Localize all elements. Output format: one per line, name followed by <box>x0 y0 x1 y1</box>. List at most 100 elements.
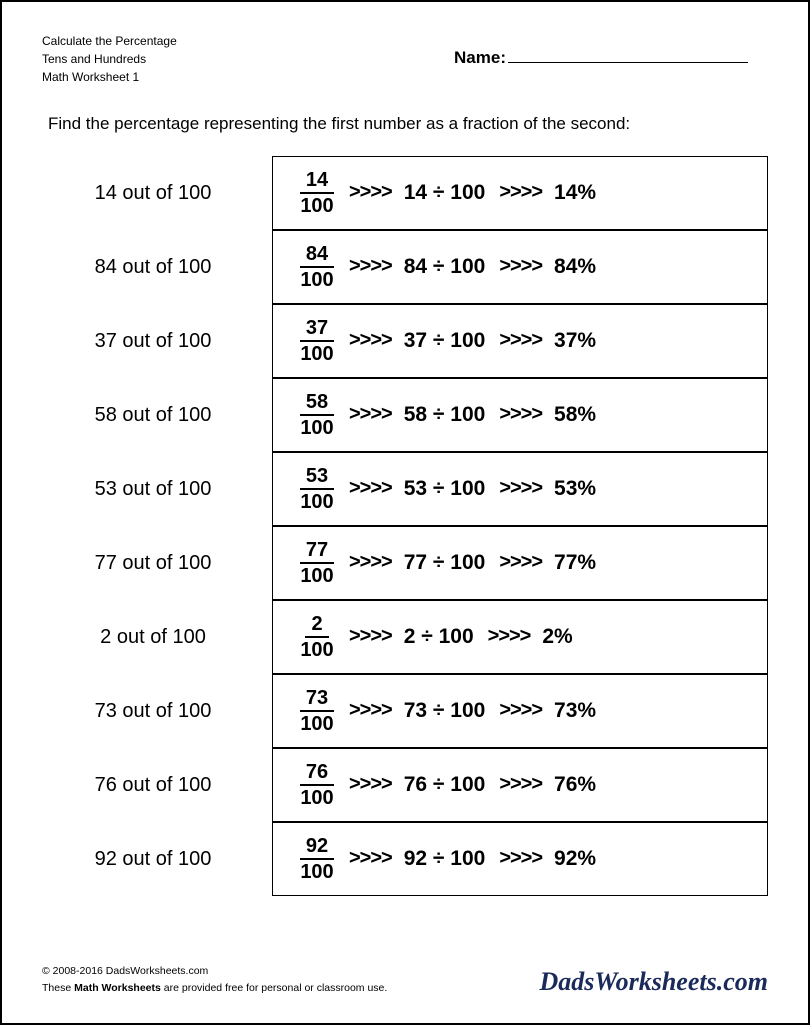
problem-statement: 53 out of 100 <box>42 478 272 501</box>
arrows-icon: >>>> <box>349 181 392 204</box>
problem-row: 58 out of 10058100>>>>58 ÷ 100>>>>58% <box>42 378 768 452</box>
problems-list: 14 out of 10014100>>>>14 ÷ 100>>>>14%84 … <box>42 156 768 896</box>
problem-work: 77100>>>>77 ÷ 100>>>>77% <box>272 526 768 600</box>
fraction: 92100 <box>295 835 339 883</box>
title-line-3: Math Worksheet 1 <box>42 68 177 86</box>
division-expression: 92 ÷ 100 <box>404 847 486 871</box>
fraction: 37100 <box>295 317 339 365</box>
fraction: 14100 <box>295 169 339 217</box>
arrows-icon: >>>> <box>499 255 542 278</box>
division-expression: 2 ÷ 100 <box>404 625 474 649</box>
problem-statement: 58 out of 100 <box>42 404 272 427</box>
arrows-icon: >>>> <box>499 329 542 352</box>
fraction-denominator: 100 <box>296 638 337 661</box>
arrows-icon: >>>> <box>499 477 542 500</box>
arrows-icon: >>>> <box>499 181 542 204</box>
problem-statement: 14 out of 100 <box>42 182 272 205</box>
problem-row: 84 out of 100 84100 >>>> 84 ÷ 100 >>>> 84% <box>42 230 768 304</box>
problem-work: 37100 >>>> 37 ÷ 100 >>>> 37% <box>272 304 768 378</box>
problem-work: 73100>>>>73 ÷ 100>>>>73% <box>272 674 768 748</box>
name-input-line[interactable] <box>508 46 748 63</box>
percent-result: 37% <box>554 329 596 353</box>
problem-statement: 84 out of 100 <box>42 256 272 279</box>
fraction-numerator: 58 <box>300 391 334 416</box>
problem-work: 76100 >>>> 76 ÷ 100 >>>> 76% <box>272 748 768 822</box>
arrows-icon: >>>> <box>499 773 542 796</box>
percent-result: 14% <box>554 181 596 205</box>
division-expression: 73 ÷ 100 <box>404 699 486 723</box>
problem-row: 92 out of 10092100>>>>92 ÷ 100>>>>92% <box>42 822 768 896</box>
problem-statement: 77 out of 100 <box>42 552 272 575</box>
arrows-icon: >>>> <box>349 773 392 796</box>
usage-line: These Math Worksheets are provided free … <box>42 980 387 997</box>
problem-statement: 73 out of 100 <box>42 700 272 723</box>
percent-result: 2% <box>542 625 572 649</box>
footer: © 2008-2016 DadsWorksheets.com These Mat… <box>42 963 768 997</box>
arrows-icon: >>>> <box>488 625 531 648</box>
arrows-icon: >>>> <box>349 477 392 500</box>
fraction-numerator: 53 <box>300 465 334 490</box>
division-expression: 77 ÷ 100 <box>404 551 486 575</box>
arrows-icon: >>>> <box>499 403 542 426</box>
division-expression: 84 ÷ 100 <box>404 255 486 279</box>
arrows-icon: >>>> <box>349 329 392 352</box>
arrows-icon: >>>> <box>499 699 542 722</box>
arrows-icon: >>>> <box>349 847 392 870</box>
problem-row: 77 out of 10077100>>>>77 ÷ 100>>>>77% <box>42 526 768 600</box>
problem-work: 84100 >>>> 84 ÷ 100 >>>> 84% <box>272 230 768 304</box>
problem-row: 73 out of 10073100>>>>73 ÷ 100>>>>73% <box>42 674 768 748</box>
fraction-numerator: 92 <box>300 835 334 860</box>
fraction-numerator: 84 <box>300 243 334 268</box>
fraction-numerator: 77 <box>300 539 334 564</box>
problem-row: 53 out of 10053100>>>>53 ÷ 100>>>>53% <box>42 452 768 526</box>
fraction-numerator: 14 <box>300 169 334 194</box>
problem-row: 37 out of 100 37100 >>>> 37 ÷ 100 >>>> 37% <box>42 304 768 378</box>
title-line-1: Calculate the Percentage <box>42 32 177 50</box>
fraction: 76100 <box>295 761 339 809</box>
problem-row: 14 out of 100 14100 >>>> 14 ÷ 100 >>>> 14% <box>42 156 768 230</box>
fraction-numerator: 2 <box>305 613 328 638</box>
footer-text: © 2008-2016 DadsWorksheets.com These Mat… <box>42 963 387 997</box>
name-field: Name: <box>454 46 748 68</box>
division-expression: 76 ÷ 100 <box>404 773 486 797</box>
fraction-denominator: 100 <box>296 490 337 513</box>
fraction-numerator: 76 <box>300 761 334 786</box>
percent-result: 76% <box>554 773 596 797</box>
worksheet-page: Calculate the Percentage Tens and Hundre… <box>2 2 808 1023</box>
logo: DadsWorksheets.com <box>540 967 768 997</box>
fraction-denominator: 100 <box>296 564 337 587</box>
arrows-icon: >>>> <box>349 699 392 722</box>
percent-result: 84% <box>554 255 596 279</box>
fraction: 73100 <box>295 687 339 735</box>
name-label: Name: <box>454 48 506 68</box>
problem-row: 76 out of 100 76100 >>>> 76 ÷ 100 >>>> 76% <box>42 748 768 822</box>
fraction: 53100 <box>295 465 339 513</box>
problem-statement: 2 out of 100 <box>42 626 272 649</box>
percent-result: 77% <box>554 551 596 575</box>
problem-work: 58100>>>>58 ÷ 100>>>>58% <box>272 378 768 452</box>
arrows-icon: >>>> <box>499 847 542 870</box>
problem-statement: 76 out of 100 <box>42 774 272 797</box>
division-expression: 53 ÷ 100 <box>404 477 486 501</box>
copyright: © 2008-2016 DadsWorksheets.com <box>42 963 387 980</box>
problem-work: 92100>>>>92 ÷ 100>>>>92% <box>272 822 768 896</box>
problem-row: 2 out of 100 2100 >>>> 2 ÷ 100 >>>> 2% <box>42 600 768 674</box>
fraction: 77100 <box>295 539 339 587</box>
instructions: Find the percentage representing the fir… <box>42 114 768 134</box>
fraction-denominator: 100 <box>296 786 337 809</box>
fraction-denominator: 100 <box>296 268 337 291</box>
problem-statement: 37 out of 100 <box>42 330 272 353</box>
arrows-icon: >>>> <box>349 255 392 278</box>
fraction: 2100 <box>295 613 339 661</box>
arrows-icon: >>>> <box>349 551 392 574</box>
fraction: 58100 <box>295 391 339 439</box>
header: Calculate the Percentage Tens and Hundre… <box>42 32 768 86</box>
fraction: 84100 <box>295 243 339 291</box>
division-expression: 58 ÷ 100 <box>404 403 486 427</box>
division-expression: 37 ÷ 100 <box>404 329 486 353</box>
arrows-icon: >>>> <box>349 625 392 648</box>
division-expression: 14 ÷ 100 <box>404 181 486 205</box>
fraction-denominator: 100 <box>296 712 337 735</box>
fraction-numerator: 37 <box>300 317 334 342</box>
problem-work: 14100 >>>> 14 ÷ 100 >>>> 14% <box>272 156 768 230</box>
